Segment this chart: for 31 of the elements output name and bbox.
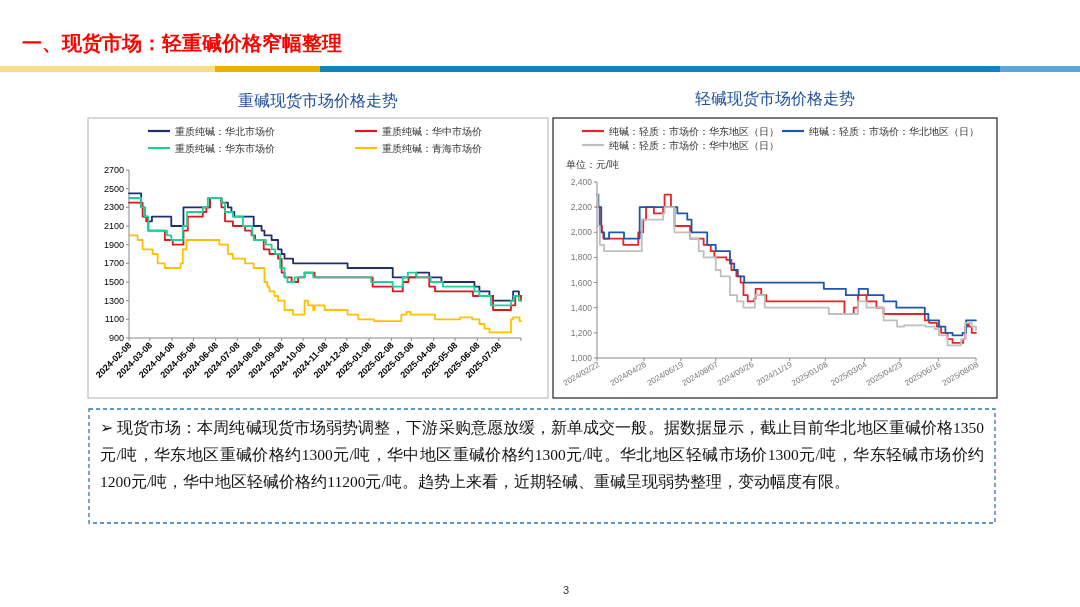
y-tick-label: 1900 (103, 239, 124, 250)
legend-label: 重质纯碱：华东市场价 (175, 142, 275, 154)
y-axis-title: 单位：元/吨 (566, 159, 619, 170)
y-tick-label: 2,000 (570, 227, 593, 238)
y-tick-label: 2,200 (570, 202, 593, 213)
legend-label: 重质纯碱：青海市场价 (382, 142, 482, 154)
chart-title: 轻碱现货市场价格走势 (695, 90, 855, 107)
legend-label: 重质纯碱：华中市场价 (382, 125, 482, 137)
y-tick-label: 1700 (103, 258, 124, 269)
y-tick-label: 1100 (104, 314, 124, 325)
chart-title: 重碱现货市场价格走势 (238, 92, 398, 109)
text: 一、现货市场：轻重碱价格窄幅整理 (22, 32, 342, 54)
y-tick-label: 2500 (103, 183, 124, 194)
y-tick-label: 1,800 (570, 252, 593, 263)
text: 3 (562, 584, 570, 596)
y-tick-label: 900 (108, 333, 124, 343)
y-tick-label: 2300 (103, 202, 124, 213)
y-tick-label: 2100 (103, 221, 124, 231)
text: ➢ 现货市场：本周纯碱现货市场弱势调整，下游采购意愿放缓，新单成交一般。据数据显示，截止目前华北地区重碱价格1350元/吨，华东地区重碱价格约1300元/吨，华中地区重碱价格约1300元/吨。华北地区轻碱市场价1300元/吨，华东轻碱市场价约1200元/吨，华中地区轻碱价格约11200元/吨。趋势上来看，近期轻碱、重碱呈现弱势整理，变动幅度有限。 (100, 418, 984, 492)
legend-label: 重质纯碱：华北市场价 (175, 125, 275, 137)
y-tick-label: 1300 (103, 295, 124, 306)
y-tick-label: 1,400 (570, 302, 593, 313)
y-tick-label: 1500 (103, 277, 124, 287)
y-tick-label: 1,600 (570, 277, 593, 288)
legend-label: 纯碱：轻质：市场价：华北地区（日） (809, 125, 979, 137)
legend-label: 纯碱：轻质：市场价：华东地区（日） (609, 125, 779, 137)
y-tick-label: 1,200 (570, 327, 593, 338)
y-tick-label: 1,000 (570, 353, 593, 363)
y-tick-label: 2700 (103, 165, 124, 175)
y-tick-label: 2,400 (570, 177, 593, 187)
legend-label: 纯碱：轻质：市场价：华中地区（日） (609, 139, 779, 151)
